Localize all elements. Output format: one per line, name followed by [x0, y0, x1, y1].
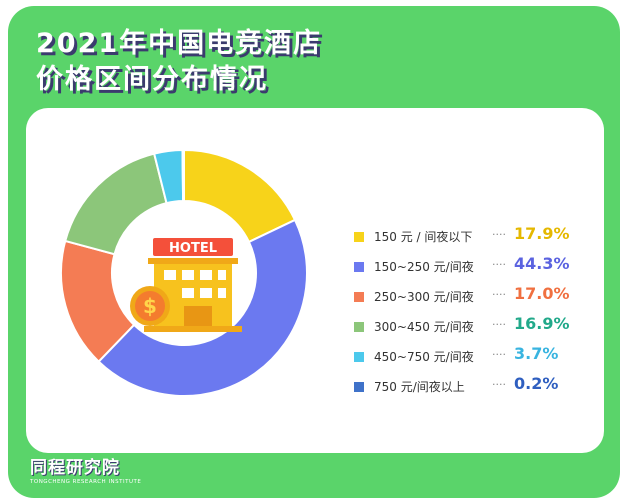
hotel-sign-text: HOTEL: [169, 241, 217, 256]
legend-label: 150~250 元/间夜: [374, 260, 474, 274]
legend-value: 17.9%: [514, 224, 570, 243]
legend-item: 450~750 元/间夜 ···· 3.7%: [354, 344, 584, 374]
legend-item: 150~250 元/间夜 ···· 44.3%: [354, 254, 584, 284]
legend-label: 150 元 / 间夜以下: [374, 230, 473, 244]
brand-name: 同程研究院: [30, 458, 120, 478]
legend-item: 750 元/间夜以上 ···· 0.2%: [354, 374, 584, 404]
legend-item: 300~450 元/间夜 ···· 16.9%: [354, 314, 584, 344]
legend-swatch: [354, 292, 364, 302]
legend-value: 0.2%: [514, 374, 559, 393]
legend-dots: ····: [492, 258, 506, 271]
hotel-building-icon: HOTEL $: [130, 238, 242, 332]
title-line-2: 价格区间分布情况: [36, 64, 268, 95]
donut-chart: HOTEL $: [60, 148, 308, 397]
hotel-sign: [153, 238, 233, 256]
legend-dots: ····: [492, 348, 506, 361]
chart-legend: 150 元 / 间夜以下 ···· 17.9% 150~250 元/间夜 ···· 44.…: [354, 224, 584, 404]
legend-dots: ····: [492, 228, 506, 241]
legend-item: 150 元 / 间夜以下 ···· 17.9%: [354, 224, 584, 254]
legend-label: 300~450 元/间夜: [374, 320, 474, 334]
legend-value: 17.0%: [514, 284, 570, 303]
dollar-icon: $: [143, 294, 157, 318]
hotel-door: [184, 306, 212, 328]
legend-swatch: [354, 232, 364, 242]
chart-card: HOTEL $: [26, 108, 604, 453]
page-title: 2021年中国电竞酒店 价格区间分布情况: [36, 26, 322, 98]
legend-value: 16.9%: [514, 314, 570, 333]
legend-swatch: [354, 352, 364, 362]
title-line-1: 2021年中国电竞酒店: [36, 28, 323, 59]
legend-label: 250~300 元/间夜: [374, 290, 474, 304]
legend-dots: ····: [492, 378, 506, 391]
legend-swatch: [354, 262, 364, 272]
brand-logo: 同程研究院 TONGCHENG RESEARCH INSTITUTE: [30, 458, 141, 486]
legend-dots: ····: [492, 288, 506, 301]
brand-subtitle: TONGCHENG RESEARCH INSTITUTE: [30, 479, 142, 485]
legend-swatch: [354, 322, 364, 332]
donut-slice-6: [181, 148, 185, 203]
legend-item: 250~300 元/间夜 ···· 17.0%: [354, 284, 584, 314]
legend-dots: ····: [492, 318, 506, 331]
legend-value: 44.3%: [514, 254, 570, 273]
legend-label: 450~750 元/间夜: [374, 350, 474, 364]
donut-slice-2: [97, 218, 308, 397]
legend-label: 750 元/间夜以上: [374, 380, 465, 394]
donut-slice-4: [64, 152, 168, 256]
legend-swatch: [354, 382, 364, 392]
legend-value: 3.7%: [514, 344, 559, 363]
